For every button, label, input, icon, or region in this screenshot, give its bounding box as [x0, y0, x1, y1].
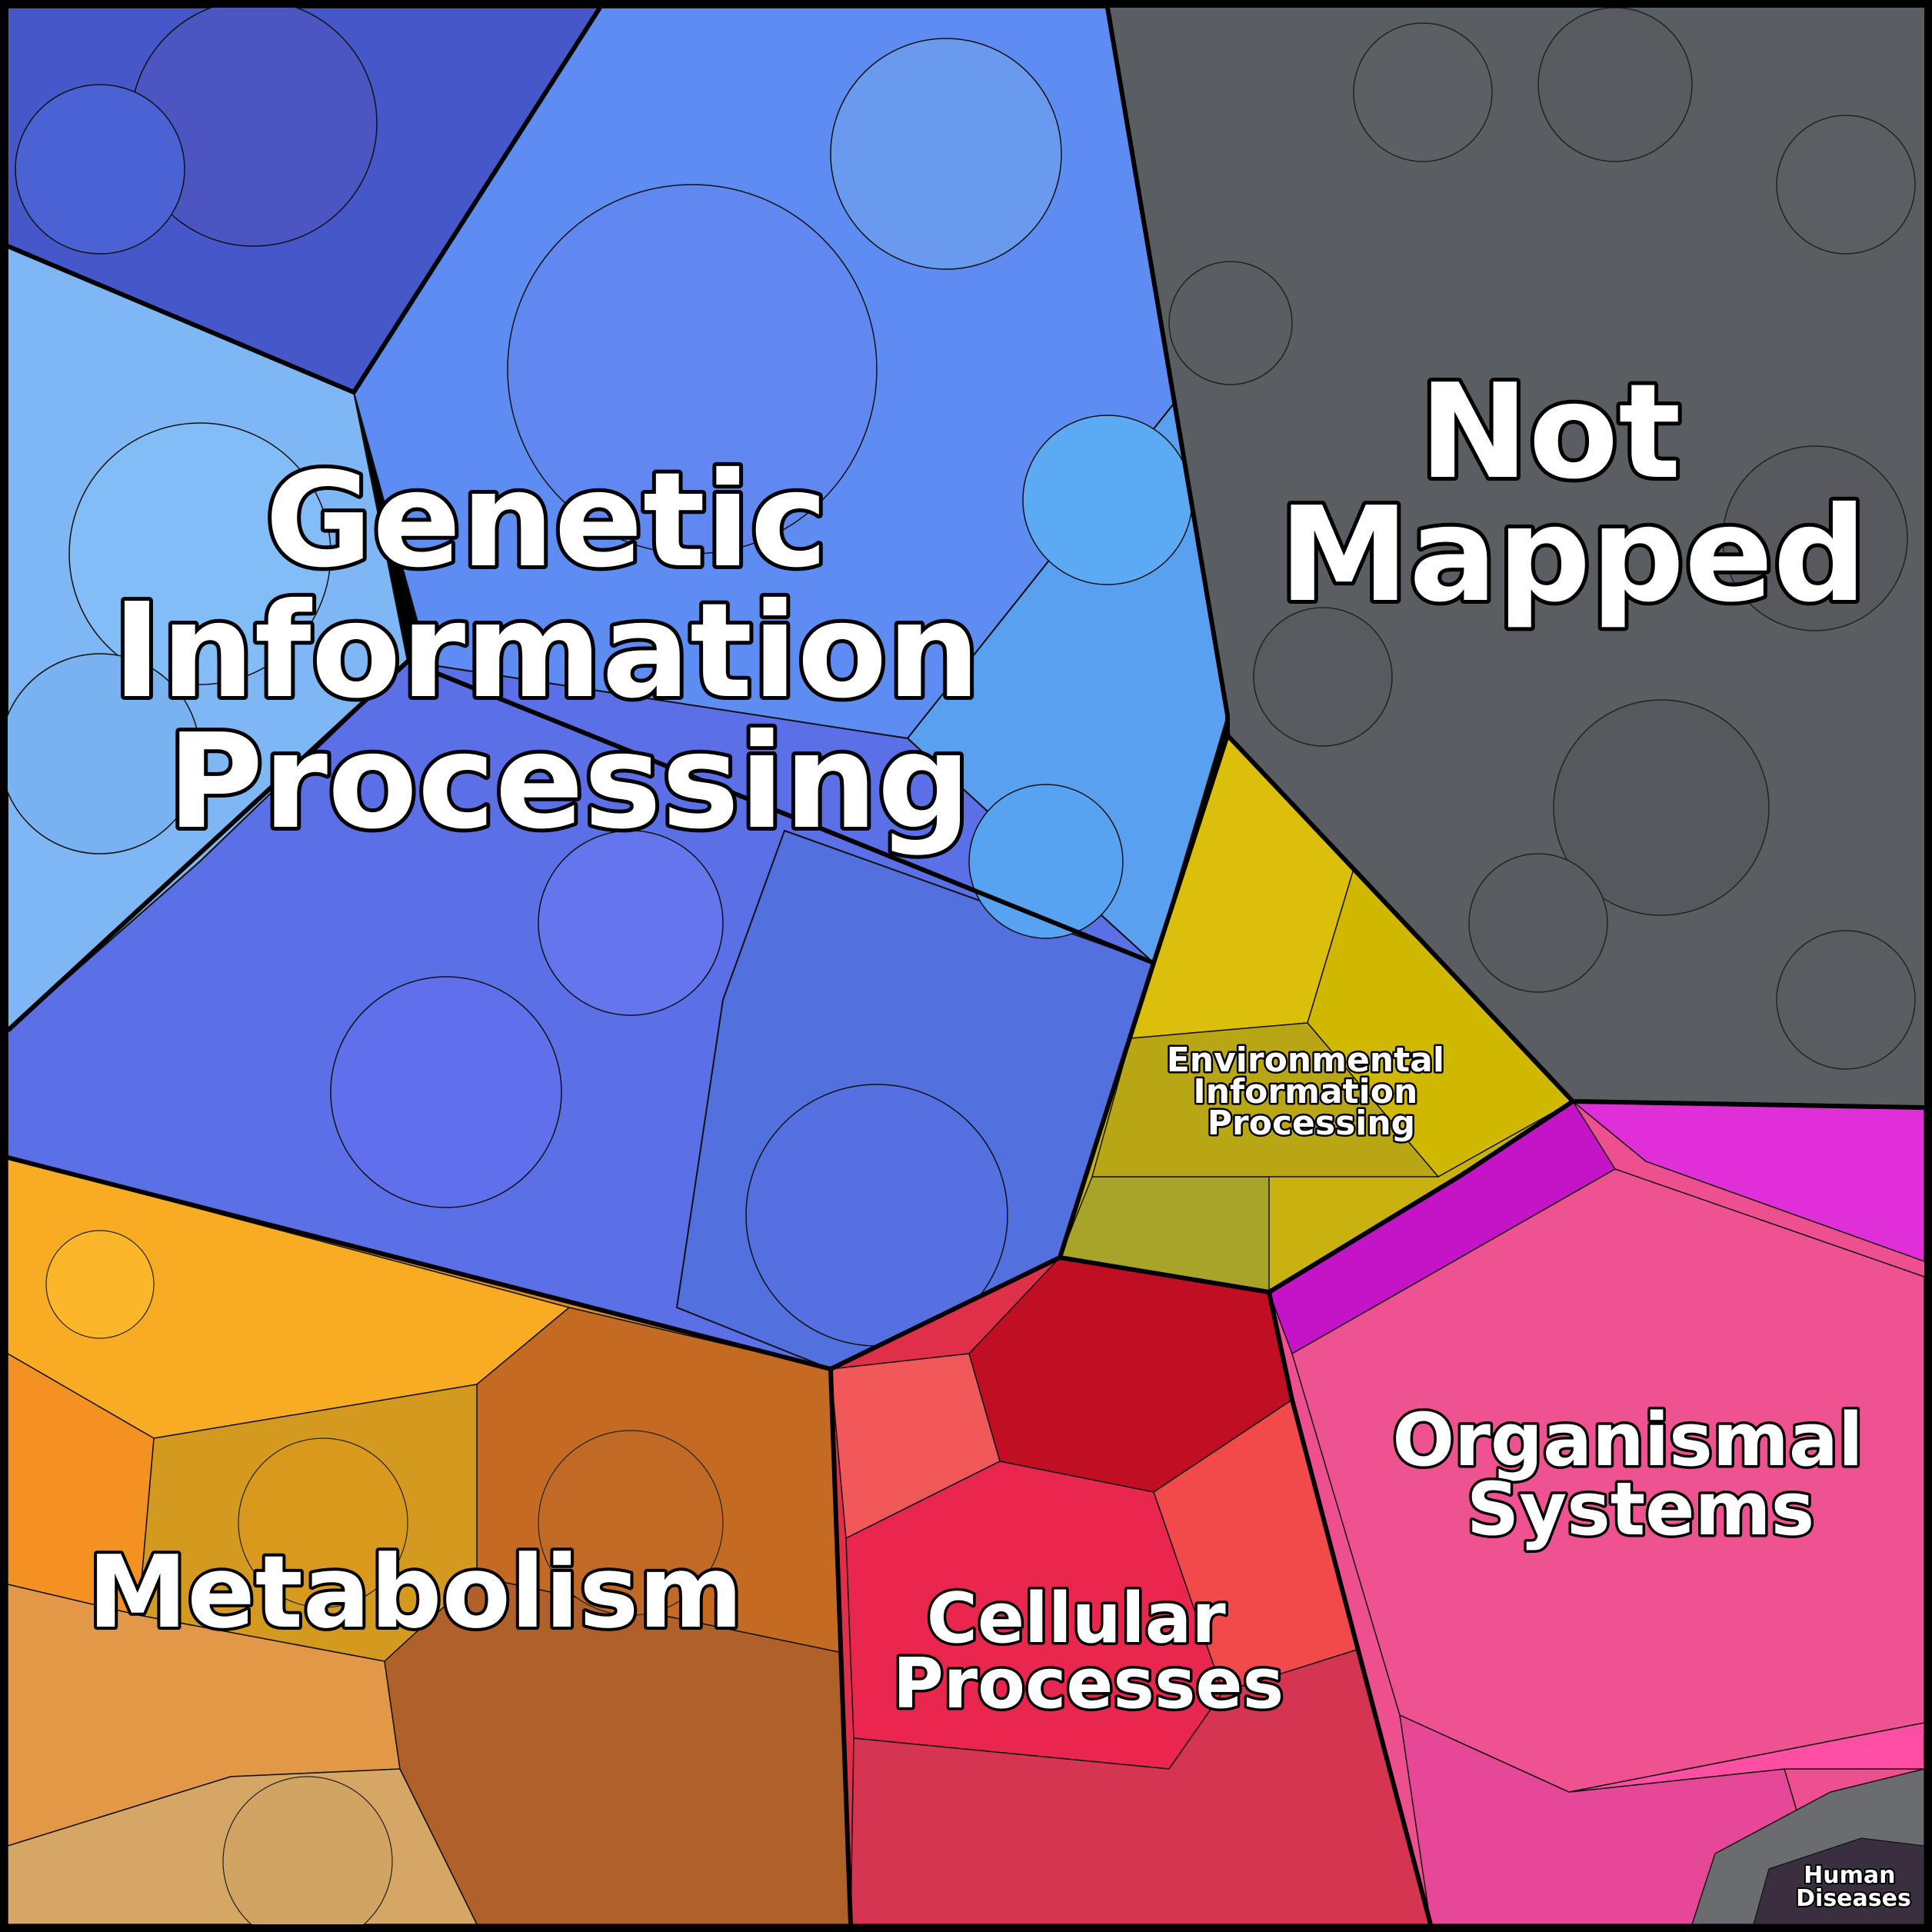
label-line: Cellular	[927, 1578, 1226, 1659]
sub-cell	[1353, 22, 1493, 162]
label-line: Metabolism	[88, 1534, 743, 1651]
label-line: Mapped	[1279, 479, 1867, 631]
label-line: Information	[1193, 1072, 1417, 1111]
label-environmental-information-processing: Environmental Information Processing	[1167, 1041, 1457, 1143]
label-cellular-processes: Cellular Processes	[893, 1578, 1284, 1724]
label-line: Not	[1419, 356, 1681, 508]
label-line: Processing	[168, 706, 971, 858]
label-metabolism: Metabolism	[88, 1534, 743, 1651]
sub-cell	[1776, 930, 1916, 1070]
sub-cell	[1022, 415, 1193, 585]
label-genetic-information-processing: Genetic Information Processing	[112, 445, 1025, 858]
sub-cell	[330, 976, 562, 1208]
cell-organ-e	[1568, 1722, 1924, 1793]
sub-cell	[538, 830, 724, 1016]
region-metabolism	[8, 1158, 851, 1924]
sub-cell	[830, 38, 1062, 270]
label-line: Human	[1804, 1862, 1895, 1889]
label-organismal-systems: Organismal Systems	[1392, 1398, 1888, 1552]
sub-cell	[8, 653, 201, 854]
sub-cell	[1168, 261, 1293, 385]
sub-cell	[1537, 8, 1693, 162]
label-line: Organismal	[1392, 1398, 1863, 1483]
region-genetic-information-processing	[8, 8, 1227, 1369]
sub-cell	[968, 784, 1124, 939]
sub-cell	[1722, 445, 1908, 631]
region-human-diseases	[1690, 1768, 1925, 1925]
sub-cell	[507, 184, 878, 555]
sub-cell	[238, 1437, 408, 1608]
label-line: Systems	[1467, 1467, 1814, 1552]
sub-cell	[1553, 699, 1770, 916]
label-not-mapped: Not Mapped	[1279, 356, 1867, 631]
region-borders	[5, 6, 1925, 1925]
sub-cell	[45, 1230, 155, 1339]
label-line: Diseases	[1796, 1885, 1911, 1912]
label-line: Environmental	[1167, 1041, 1444, 1080]
sub-cell	[68, 422, 331, 685]
sub-cell	[1253, 607, 1393, 747]
label-line: Information	[112, 575, 980, 728]
label-line: Processing	[1208, 1104, 1415, 1143]
sub-cell	[1776, 115, 1916, 255]
sub-cell	[222, 1776, 393, 1924]
sub-cell	[538, 1430, 724, 1616]
sub-cell	[1468, 853, 1608, 993]
label-human-diseases: Human Diseases	[1796, 1862, 1911, 1912]
label-line: Processes	[893, 1644, 1284, 1724]
sub-cell	[15, 84, 185, 255]
region-cellular-processes	[831, 1257, 1431, 1924]
label-line: Genetic	[265, 445, 828, 597]
